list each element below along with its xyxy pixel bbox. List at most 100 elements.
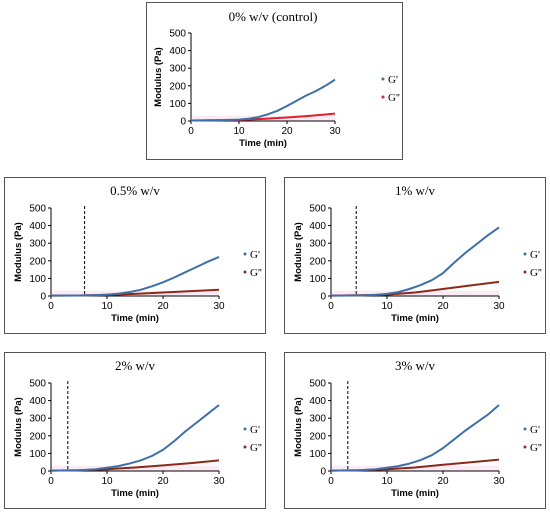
y-axis-label: Modulus (Pa) xyxy=(153,47,164,107)
x-tick-label: 10 xyxy=(381,301,393,312)
series-line-g-prime xyxy=(50,255,220,297)
x-tick-label: 20 xyxy=(281,126,293,137)
y-tick-label: 300 xyxy=(29,414,46,425)
x-axis-label: Time (min) xyxy=(111,488,159,499)
chart-svg-0-5pct: 0.5% w/v 0 100 200 300 400 500 0 10 20 30 Time (min… xyxy=(13,183,262,324)
chart-title: 1% w/v xyxy=(395,183,436,198)
legend-label: G' xyxy=(388,74,398,86)
x-tick-label: 0 xyxy=(188,126,194,137)
x-tick-label: 20 xyxy=(437,476,449,487)
y-tick-label: 100 xyxy=(29,274,46,285)
chart-svg-2pct: 2% w/v 0 100 200 300 400 500 0 10 20 30 Time (min) M… xyxy=(13,358,262,499)
x-axis-label: Time (min) xyxy=(239,138,287,149)
legend-marker xyxy=(523,270,527,274)
legend-marker xyxy=(523,445,527,449)
legend-label: G'' xyxy=(388,92,400,104)
y-tick-label: 100 xyxy=(309,449,326,460)
y-tick-label: 500 xyxy=(309,204,326,215)
y-tick-label: 0 xyxy=(320,292,326,303)
legend-label: G'' xyxy=(250,267,262,279)
chart-svg-1pct: 1% w/v 0 100 200 300 400 500 0 10 20 30 Time (min) M… xyxy=(293,183,542,324)
legend-label: G' xyxy=(530,249,540,261)
chart-title: 3% w/v xyxy=(395,358,436,373)
y-tick-label: 200 xyxy=(29,256,46,267)
x-tick-label: 10 xyxy=(101,301,113,312)
chart-svg-control: 0% w/v (control) 0 100 200 300 400 500 0 10 20 30 T… xyxy=(153,9,400,149)
chart-svg-3pct: 3% w/v 0 100 200 300 400 500 0 10 20 30 Time (min) M… xyxy=(293,358,542,499)
x-tick-label: 10 xyxy=(381,476,393,487)
legend-marker xyxy=(243,252,247,256)
y-tick-label: 500 xyxy=(309,379,326,390)
y-tick-label: 100 xyxy=(309,274,326,285)
y-tick-label: 200 xyxy=(29,431,46,442)
legend-marker xyxy=(523,252,527,256)
y-tick-label: 300 xyxy=(29,239,46,250)
chart-title: 2% w/v xyxy=(115,358,156,373)
y-tick-label: 0 xyxy=(40,292,46,303)
legend-label: G'' xyxy=(530,442,542,454)
legend-marker xyxy=(243,445,247,449)
series-line-g-prime xyxy=(330,226,500,297)
chart-panel-control: 0% w/v (control) 0 100 200 300 400 500 0 10 20 30 T… xyxy=(146,2,403,160)
y-tick-label: 300 xyxy=(169,64,186,75)
legend-marker xyxy=(381,95,385,99)
y-tick-label: 400 xyxy=(309,396,326,407)
y-axis-label: Modulus (Pa) xyxy=(293,397,304,457)
x-tick-label: 0 xyxy=(48,476,54,487)
y-tick-label: 400 xyxy=(309,221,326,232)
series-line-g-prime xyxy=(330,404,500,472)
series-line-g-prime xyxy=(190,78,336,122)
legend-label: G' xyxy=(250,249,260,261)
series-line-g-prime xyxy=(50,404,220,472)
x-tick-label: 30 xyxy=(329,126,341,137)
y-axis-label: Modulus (Pa) xyxy=(13,397,24,457)
chart-panel-0-5pct: 0.5% w/v 0 100 200 300 400 500 0 10 20 30 Time (min… xyxy=(4,177,266,334)
x-tick-label: 30 xyxy=(213,476,225,487)
legend-marker xyxy=(523,427,527,431)
chart-title: 0% w/v (control) xyxy=(229,9,318,24)
y-axis-label: Modulus (Pa) xyxy=(293,222,304,282)
legend-label: G' xyxy=(530,424,540,436)
chart-panel-3pct: 3% w/v 0 100 200 300 400 500 0 10 20 30 Time (min) M… xyxy=(284,352,546,509)
legend-label: G'' xyxy=(250,442,262,454)
x-tick-label: 30 xyxy=(493,301,505,312)
y-tick-label: 0 xyxy=(40,467,46,478)
chart-panel-1pct: 1% w/v 0 100 200 300 400 500 0 10 20 30 Time (min) M… xyxy=(284,177,546,334)
x-tick-label: 0 xyxy=(328,301,334,312)
x-axis-label: Time (min) xyxy=(391,488,439,499)
legend-marker xyxy=(243,270,247,274)
y-tick-label: 0 xyxy=(180,117,186,128)
x-tick-label: 20 xyxy=(157,301,169,312)
chart-panel-2pct: 2% w/v 0 100 200 300 400 500 0 10 20 30 Time (min) M… xyxy=(4,352,266,509)
y-axis-label: Modulus (Pa) xyxy=(13,222,24,282)
x-axis-label: Time (min) xyxy=(391,313,439,324)
y-tick-label: 200 xyxy=(169,81,186,92)
x-tick-label: 30 xyxy=(493,476,505,487)
y-tick-label: 500 xyxy=(29,379,46,390)
legend-label: G' xyxy=(250,424,260,436)
legend-marker xyxy=(381,77,385,81)
y-tick-label: 500 xyxy=(169,29,186,40)
y-tick-label: 300 xyxy=(309,239,326,250)
y-tick-label: 100 xyxy=(169,99,186,110)
x-tick-label: 20 xyxy=(157,476,169,487)
y-tick-label: 400 xyxy=(29,396,46,407)
y-tick-label: 500 xyxy=(29,204,46,215)
x-tick-label: 0 xyxy=(48,301,54,312)
x-tick-label: 20 xyxy=(437,301,449,312)
legend-marker xyxy=(243,427,247,431)
y-tick-label: 100 xyxy=(29,449,46,460)
legend-label: G'' xyxy=(530,267,542,279)
x-tick-label: 10 xyxy=(233,126,245,137)
x-tick-label: 30 xyxy=(213,301,225,312)
y-tick-label: 300 xyxy=(309,414,326,425)
y-tick-label: 0 xyxy=(320,467,326,478)
x-tick-label: 0 xyxy=(328,476,334,487)
y-tick-label: 200 xyxy=(309,256,326,267)
chart-title: 0.5% w/v xyxy=(110,183,160,198)
x-tick-label: 10 xyxy=(101,476,113,487)
y-tick-label: 200 xyxy=(309,431,326,442)
y-tick-label: 400 xyxy=(169,46,186,57)
x-axis-label: Time (min) xyxy=(111,313,159,324)
y-tick-label: 400 xyxy=(29,221,46,232)
